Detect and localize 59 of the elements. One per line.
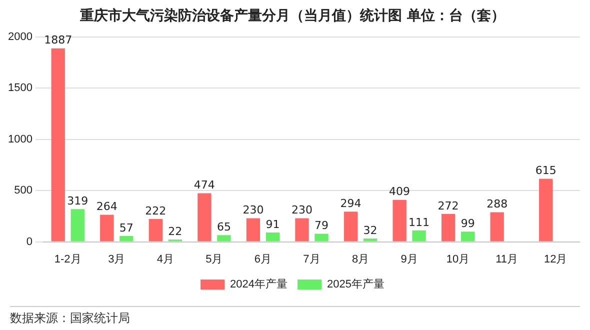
data-label: 615 [535,164,556,178]
x-tick-label: 9月 [400,253,418,266]
bar [412,230,426,242]
bar [460,232,475,242]
legend-label: 2025年产量 [327,278,384,291]
bar [217,235,231,242]
bar [100,214,114,242]
bar [295,218,309,242]
bar [490,212,504,242]
data-label: 99 [460,217,475,230]
bar [198,193,212,242]
data-label: 294 [340,197,362,210]
source-note: 数据来源：国家统计局 [10,310,131,327]
y-tick-label: 500 [14,184,32,197]
x-tick-label: 11月 [496,253,518,266]
bar [344,212,358,242]
x-tick-label: 3月 [108,253,126,266]
x-tick-label: 6月 [254,253,272,266]
data-label: 288 [486,198,508,211]
bar [539,178,553,242]
bar [363,238,378,242]
x-tick-label: 10月 [446,253,470,266]
bar [51,48,65,242]
bar [120,236,134,242]
chart-title: 重庆市大气污染防治设备产量分月（当月值）统计图 单位：台（套） [79,7,505,24]
data-label: 319 [67,194,88,208]
x-tick-label: 12月 [544,253,568,266]
y-tick-label: 0 [26,236,32,248]
bar [441,214,456,242]
data-label: 264 [96,200,118,214]
data-label: 91 [266,218,280,231]
data-label: 409 [389,185,410,198]
y-tick-label: 1500 [8,82,32,94]
legend-label: 2024年产量 [230,278,288,291]
bar [246,218,260,242]
y-tick-label: 1000 [8,133,32,146]
data-label: 22 [168,224,182,238]
bar [266,232,280,242]
data-label: 111 [408,216,430,229]
bar [70,209,84,242]
data-label: 230 [242,204,264,217]
data-label: 79 [314,219,328,232]
data-label: 57 [119,221,134,234]
x-tick-label: 1-2月 [54,253,82,266]
bar [148,219,162,242]
data-label: 32 [363,224,378,237]
data-label: 272 [438,199,459,212]
bar [392,200,406,242]
data-label: 230 [291,204,312,217]
data-label: 1887 [44,34,72,47]
data-label: 222 [145,204,166,218]
data-label: 474 [194,178,215,192]
y-tick-label: 2000 [8,30,32,43]
x-tick-label: 7月 [303,253,320,266]
x-tick-label: 4月 [156,253,174,266]
x-tick-label: 5月 [206,253,223,266]
x-tick-label: 8月 [352,253,370,266]
bar [314,234,328,242]
data-label: 65 [216,220,231,234]
